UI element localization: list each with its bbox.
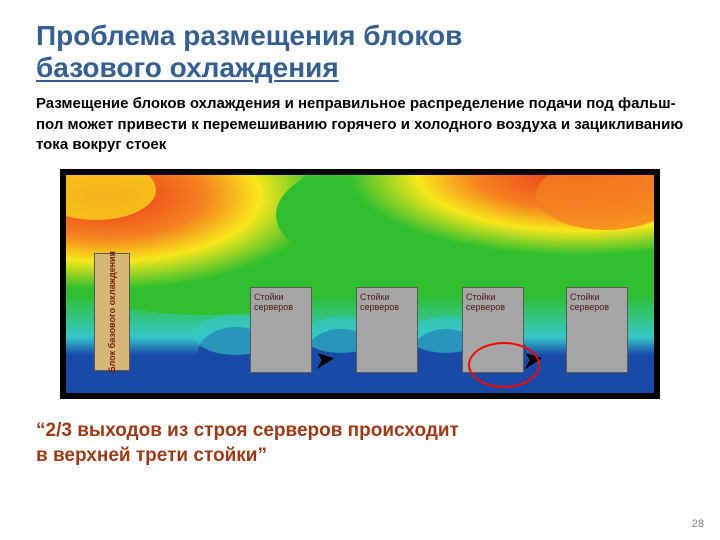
cfd-diagram: Блок базового охлаждения Стойки серверов…	[60, 169, 660, 399]
quote-text: “2/3 выходов из строя серверов происходи…	[36, 419, 684, 468]
rack-label: Стойки серверов	[466, 292, 505, 312]
slide-title: Проблема размещения блоков базового охла…	[36, 20, 684, 84]
title-line1: Проблема размещения блоков	[36, 20, 462, 51]
rack-label: Стойки серверов	[570, 292, 609, 312]
figure-container: Блок базового охлаждения Стойки серверов…	[36, 169, 684, 399]
quote-line1: “2/3 выходов из строя серверов происходи…	[36, 420, 459, 441]
title-line2: базового охлаждения	[36, 52, 339, 83]
rack-label: Стойки серверов	[254, 292, 293, 312]
server-rack: Стойки серверов	[566, 287, 628, 373]
rack-label: Стойки серверов	[360, 292, 399, 312]
slide-subtitle: Размещение блоков охлаждения и неправиль…	[36, 94, 684, 155]
server-rack: Стойки серверов	[250, 287, 312, 373]
slide: Проблема размещения блоков базового охла…	[0, 0, 720, 540]
server-rack: Стойки серверов	[356, 287, 418, 373]
problem-highlight-circle	[468, 342, 540, 388]
quote-line2: в верхней трети стойки”	[36, 445, 267, 466]
cooling-unit: Блок базового охлаждения	[94, 253, 130, 371]
page-number: 28	[692, 518, 704, 530]
cooling-unit-label: Блок базового охлаждения	[107, 251, 117, 373]
